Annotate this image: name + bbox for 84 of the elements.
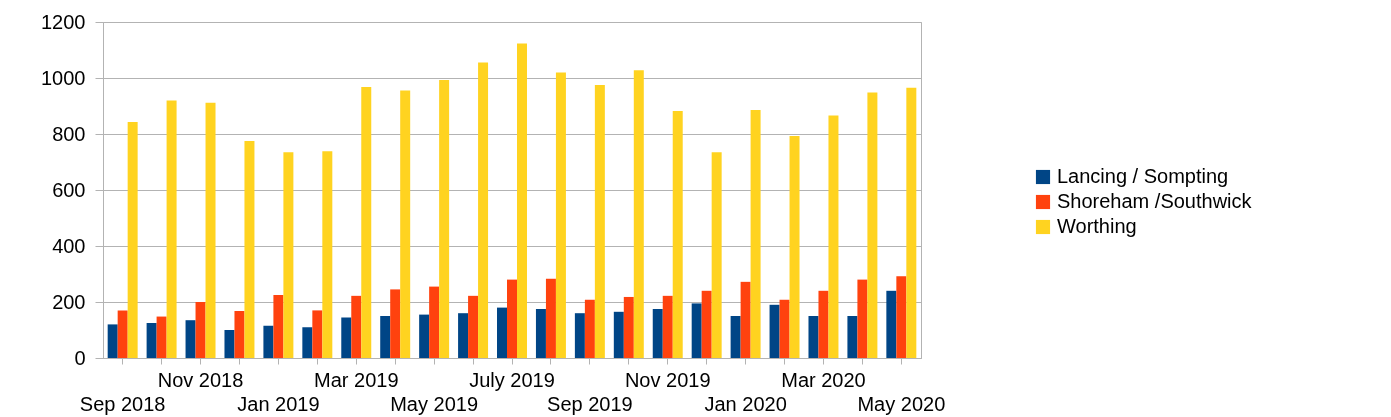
bar xyxy=(711,152,722,358)
x-tick-label: Nov 2018 xyxy=(157,368,244,391)
bar xyxy=(574,313,585,358)
bar xyxy=(847,316,858,358)
bar xyxy=(535,309,546,358)
bar xyxy=(322,151,333,358)
x-tick-label: July 2019 xyxy=(469,368,555,391)
bar xyxy=(545,278,556,358)
bar xyxy=(166,100,177,358)
bar xyxy=(701,290,712,358)
bar xyxy=(857,279,868,358)
legend-label: Lancing / Sompting xyxy=(1057,165,1229,187)
legend-label: Shoreham /Southwick xyxy=(1057,190,1253,212)
y-tick-label: 1200 xyxy=(41,10,86,33)
x-tick-label: Sep 2019 xyxy=(547,392,633,415)
bar xyxy=(419,314,430,358)
x-tick-label: May 2019 xyxy=(390,392,479,415)
bar xyxy=(584,299,595,358)
bar xyxy=(740,281,751,358)
x-tick-label: Sep 2018 xyxy=(79,392,166,415)
bar xyxy=(429,286,440,358)
bar xyxy=(361,86,372,358)
bar xyxy=(769,304,780,358)
x-tick-label: Jan 2020 xyxy=(704,392,787,415)
bar xyxy=(439,79,450,358)
bar xyxy=(127,121,138,358)
bar xyxy=(507,279,517,358)
bar xyxy=(468,295,479,358)
bar xyxy=(818,290,829,358)
bar xyxy=(195,302,206,358)
bar xyxy=(652,309,663,358)
x-tick-label: Mar 2020 xyxy=(781,368,866,391)
bar xyxy=(107,324,118,358)
bar xyxy=(146,323,157,358)
x-tick-label: Nov 2019 xyxy=(624,368,711,391)
x-tick-label: Jan 2019 xyxy=(237,392,320,415)
bar xyxy=(185,320,196,358)
bar xyxy=(312,310,323,358)
bar xyxy=(886,290,897,358)
bar xyxy=(633,70,644,358)
bar xyxy=(750,109,761,358)
x-tick-label: May 2020 xyxy=(857,392,946,415)
bar xyxy=(224,330,235,358)
bar xyxy=(273,295,284,358)
bar xyxy=(789,135,800,358)
x-tick-label: Mar 2019 xyxy=(314,368,399,391)
bar xyxy=(828,115,839,358)
bar xyxy=(302,327,313,358)
bar xyxy=(867,92,878,358)
y-tick-label: 800 xyxy=(52,122,86,145)
bar xyxy=(808,316,819,358)
y-tick-label: 1000 xyxy=(41,66,86,89)
y-tick-label: 0 xyxy=(74,346,86,369)
bar xyxy=(478,62,489,358)
bar xyxy=(234,310,245,358)
bar xyxy=(594,85,605,358)
bar xyxy=(205,102,216,358)
bar xyxy=(263,325,274,358)
bar xyxy=(672,111,683,358)
bar xyxy=(613,311,624,358)
bar xyxy=(691,303,702,358)
bar xyxy=(779,299,790,358)
bar xyxy=(380,316,391,358)
bar xyxy=(497,307,507,358)
bar xyxy=(244,141,255,358)
bar xyxy=(156,316,167,358)
bar xyxy=(623,296,634,358)
bar xyxy=(351,295,362,358)
bar xyxy=(458,313,469,358)
y-tick-label: 200 xyxy=(52,290,86,313)
bar xyxy=(400,90,411,358)
legend-label: Worthing xyxy=(1057,215,1137,237)
bar xyxy=(662,295,673,358)
y-tick-label: 600 xyxy=(52,178,86,201)
bar xyxy=(730,316,741,358)
bar xyxy=(341,317,352,358)
bar xyxy=(517,43,527,358)
bar xyxy=(117,310,128,358)
bar xyxy=(555,72,566,358)
bar xyxy=(283,152,294,358)
y-tick-label: 400 xyxy=(52,234,86,257)
bar xyxy=(896,276,907,358)
bar xyxy=(906,87,917,358)
bar xyxy=(390,289,401,358)
